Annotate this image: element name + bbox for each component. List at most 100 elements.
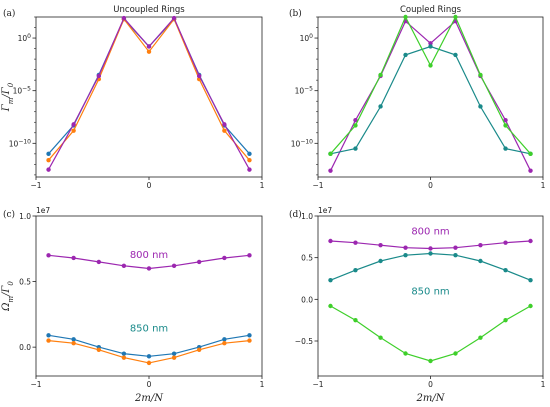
data-point — [403, 245, 408, 250]
data-point — [121, 15, 127, 21]
panel-label: (b) — [289, 8, 302, 19]
y-tick-label: 10−10 — [9, 138, 31, 149]
data-point — [403, 52, 408, 58]
data-point — [46, 333, 51, 338]
x-tick-label: 1 — [541, 181, 546, 190]
data-point — [171, 351, 177, 356]
offset-label: 1e7 — [318, 206, 332, 215]
data-point — [378, 104, 383, 109]
data-point — [353, 240, 358, 245]
data-point — [428, 251, 433, 256]
series-annotation: 800 nm — [411, 226, 449, 237]
data-point — [247, 338, 252, 343]
data-point — [478, 72, 483, 78]
data-point — [428, 246, 433, 251]
offset-label: 1e7 — [36, 206, 50, 215]
data-point — [353, 267, 358, 273]
data-point — [121, 355, 127, 360]
y-tick-label: −0.5 — [295, 337, 313, 346]
data-point — [478, 258, 483, 264]
data-point — [453, 52, 458, 58]
data-point — [528, 303, 533, 309]
series-line — [48, 18, 250, 155]
y-axis-label: Γm/Γ0 — [1, 82, 15, 112]
panel-label: (d) — [289, 209, 302, 220]
y-tick-label: 10−5 — [13, 85, 32, 96]
data-point — [328, 238, 333, 244]
data-point — [222, 255, 227, 261]
data-point — [428, 63, 433, 68]
data-point — [528, 168, 533, 173]
x-tick-label: 1 — [260, 181, 265, 190]
data-point — [222, 128, 227, 133]
panel-d: (d) −1 0 1 −0.5 0.0 0.5 1.0 1e7 2m/N 800 nm 850 nm — [289, 206, 546, 404]
data-point — [478, 242, 483, 248]
plot-frame — [317, 16, 544, 178]
data-point — [453, 351, 458, 356]
data-point — [171, 355, 177, 360]
data-point — [328, 168, 333, 173]
data-point — [71, 341, 76, 346]
data-point — [503, 317, 508, 323]
data-point — [121, 351, 127, 356]
data-point — [328, 303, 333, 309]
data-point — [46, 253, 51, 258]
panel-a: (a) Uncoupled Rings −1 0 1 10−10 10−5 100 Γm/Γ0 — [1, 5, 265, 190]
series-annotation: 800 nm — [130, 250, 168, 261]
data-point — [428, 358, 433, 364]
series-line — [48, 334, 250, 357]
data-point — [71, 255, 76, 261]
data-point — [46, 157, 51, 163]
data-point — [353, 146, 358, 151]
data-point — [453, 245, 458, 250]
data-point — [428, 44, 433, 49]
data-point — [247, 157, 252, 163]
y-tick-label: 100 — [18, 33, 32, 44]
data-point — [503, 117, 508, 123]
data-point — [222, 337, 227, 342]
data-point — [71, 122, 76, 127]
panel-title: Uncoupled Rings — [113, 5, 185, 15]
data-point — [247, 333, 252, 338]
data-point — [478, 335, 483, 340]
data-point — [146, 49, 152, 54]
data-point — [247, 253, 252, 258]
data-point — [503, 240, 508, 245]
data-point — [528, 238, 533, 244]
x-tick-label: 1 — [260, 380, 265, 389]
data-point — [171, 263, 177, 269]
data-point — [428, 41, 433, 46]
data-point — [503, 123, 508, 128]
data-point — [196, 73, 202, 79]
x-tick-label: −1 — [30, 181, 41, 190]
data-point — [146, 354, 152, 359]
x-tick-label: −1 — [312, 181, 323, 190]
x-tick-label: 0 — [147, 380, 152, 389]
x-tick-label: −1 — [312, 380, 323, 389]
y-tick-label: 1.0 — [19, 212, 31, 221]
x-tick-label: 0 — [147, 181, 152, 190]
y-tick-label: 10−5 — [295, 85, 314, 96]
plot-frame — [35, 215, 263, 377]
data-point — [171, 15, 177, 21]
data-point — [403, 252, 408, 258]
data-point — [378, 335, 383, 340]
data-point — [46, 167, 51, 172]
data-point — [528, 151, 533, 157]
data-point — [71, 337, 76, 342]
y-tick-label: 1.0 — [301, 212, 313, 221]
series-annotation: 850 nm — [130, 323, 168, 334]
series-annotation: 850 nm — [411, 286, 449, 297]
x-tick-label: −1 — [30, 380, 41, 389]
data-point — [478, 104, 483, 109]
data-point — [353, 117, 358, 123]
series-line — [48, 340, 250, 364]
data-point — [146, 266, 152, 271]
y-tick-label: 100 — [300, 33, 314, 44]
data-point — [121, 263, 127, 269]
data-point — [503, 146, 508, 151]
data-point — [196, 347, 202, 352]
panel-c: (c) −1 0 1 0.0 0.5 1.0 1e7 Ωm/Γ0 2m/N 800 nm 850 nm — [1, 206, 265, 404]
x-tick-label: 0 — [428, 181, 433, 190]
